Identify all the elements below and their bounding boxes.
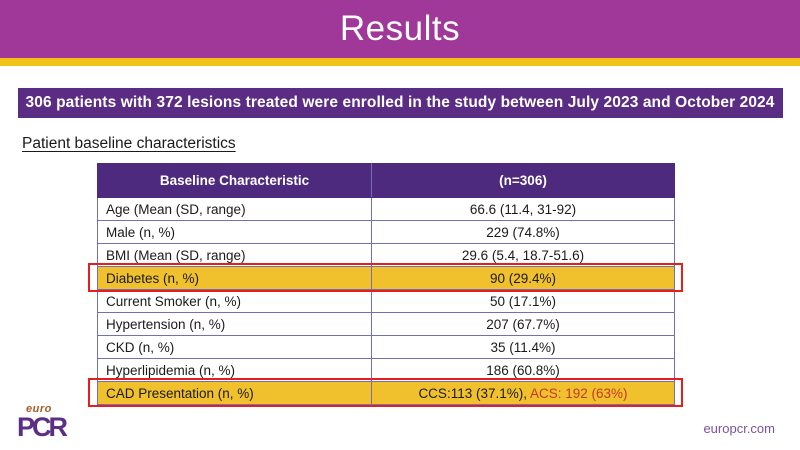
row-label: Diabetes (n, %) xyxy=(97,266,372,290)
row-value: 35 (11.4%) xyxy=(371,335,675,359)
row-value: 50 (17.1%) xyxy=(371,289,675,313)
enrollment-banner: 306 patients with 372 lesions treated we… xyxy=(17,88,783,118)
table-row-ckd: CKD (n, %) 35 (11.4%) xyxy=(97,335,675,359)
column-header-characteristic: Baseline Characteristic xyxy=(97,163,372,198)
acs-value-red: ACS: 192 (63%) xyxy=(530,385,628,401)
table-row-bmi: BMI (Mean (SD, range) 29.6 (5.4, 18.7-51… xyxy=(97,243,675,267)
logo-pcr-text: PCR xyxy=(17,412,68,442)
gold-divider-bar xyxy=(0,58,800,66)
table-row-age: Age (Mean (SD, range) 66.6 (11.4, 31-92) xyxy=(97,197,675,221)
row-label: Current Smoker (n, %) xyxy=(97,289,372,313)
ccs-value: CCS:113 (37.1%), xyxy=(418,385,530,401)
row-label: Hyperlipidemia (n, %) xyxy=(97,358,372,382)
table-row-current-smoker: Current Smoker (n, %) 50 (17.1%) xyxy=(97,289,675,313)
row-label: Hypertension (n, %) xyxy=(97,312,372,336)
slide-title: Results xyxy=(339,9,461,48)
row-label: Male (n, %) xyxy=(97,220,372,244)
row-label: CAD Presentation (n, %) xyxy=(97,381,372,405)
table-row-hypertension: Hypertension (n, %) 207 (67.7%) xyxy=(97,312,675,336)
table-row-hyperlipidemia: Hyperlipidemia (n, %) 186 (60.8%) xyxy=(97,358,675,382)
section-heading: Patient baseline characteristics xyxy=(22,135,236,152)
row-value: 207 (67.7%) xyxy=(371,312,675,336)
row-value: 29.6 (5.4, 18.7-51.6) xyxy=(371,243,675,267)
table-row-cad-presentation-highlighted: CAD Presentation (n, %) CCS:113 (37.1%),… xyxy=(97,381,675,405)
europcr-website-link[interactable]: europcr.com xyxy=(703,421,775,436)
title-band: Results xyxy=(0,0,800,58)
row-value: 90 (29.4%) xyxy=(371,266,675,290)
baseline-table-container: Baseline Characteristic (n=306) Age (Mea… xyxy=(88,163,683,407)
table-row-diabetes-highlighted: Diabetes (n, %) 90 (29.4%) xyxy=(97,266,675,290)
table-row-male: Male (n, %) 229 (74.8%) xyxy=(97,220,675,244)
logo-euro-text: euro xyxy=(26,403,52,415)
row-value: CCS:113 (37.1%), ACS: 192 (63%) xyxy=(371,381,675,405)
row-label: BMI (Mean (SD, range) xyxy=(97,243,372,267)
row-label: CKD (n, %) xyxy=(97,335,372,359)
row-value: 229 (74.8%) xyxy=(371,220,675,244)
table-header-row: Baseline Characteristic (n=306) xyxy=(97,163,675,198)
baseline-characteristics-table: Baseline Characteristic (n=306) Age (Mea… xyxy=(97,163,675,405)
europcr-logo: euro PCR xyxy=(17,403,68,442)
column-header-n306: (n=306) xyxy=(371,163,675,198)
row-value: 66.6 (11.4, 31-92) xyxy=(371,197,675,221)
row-value: 186 (60.8%) xyxy=(371,358,675,382)
row-label: Age (Mean (SD, range) xyxy=(97,197,372,221)
